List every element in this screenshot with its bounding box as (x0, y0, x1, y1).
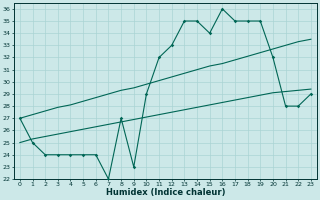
X-axis label: Humidex (Indice chaleur): Humidex (Indice chaleur) (106, 188, 225, 197)
